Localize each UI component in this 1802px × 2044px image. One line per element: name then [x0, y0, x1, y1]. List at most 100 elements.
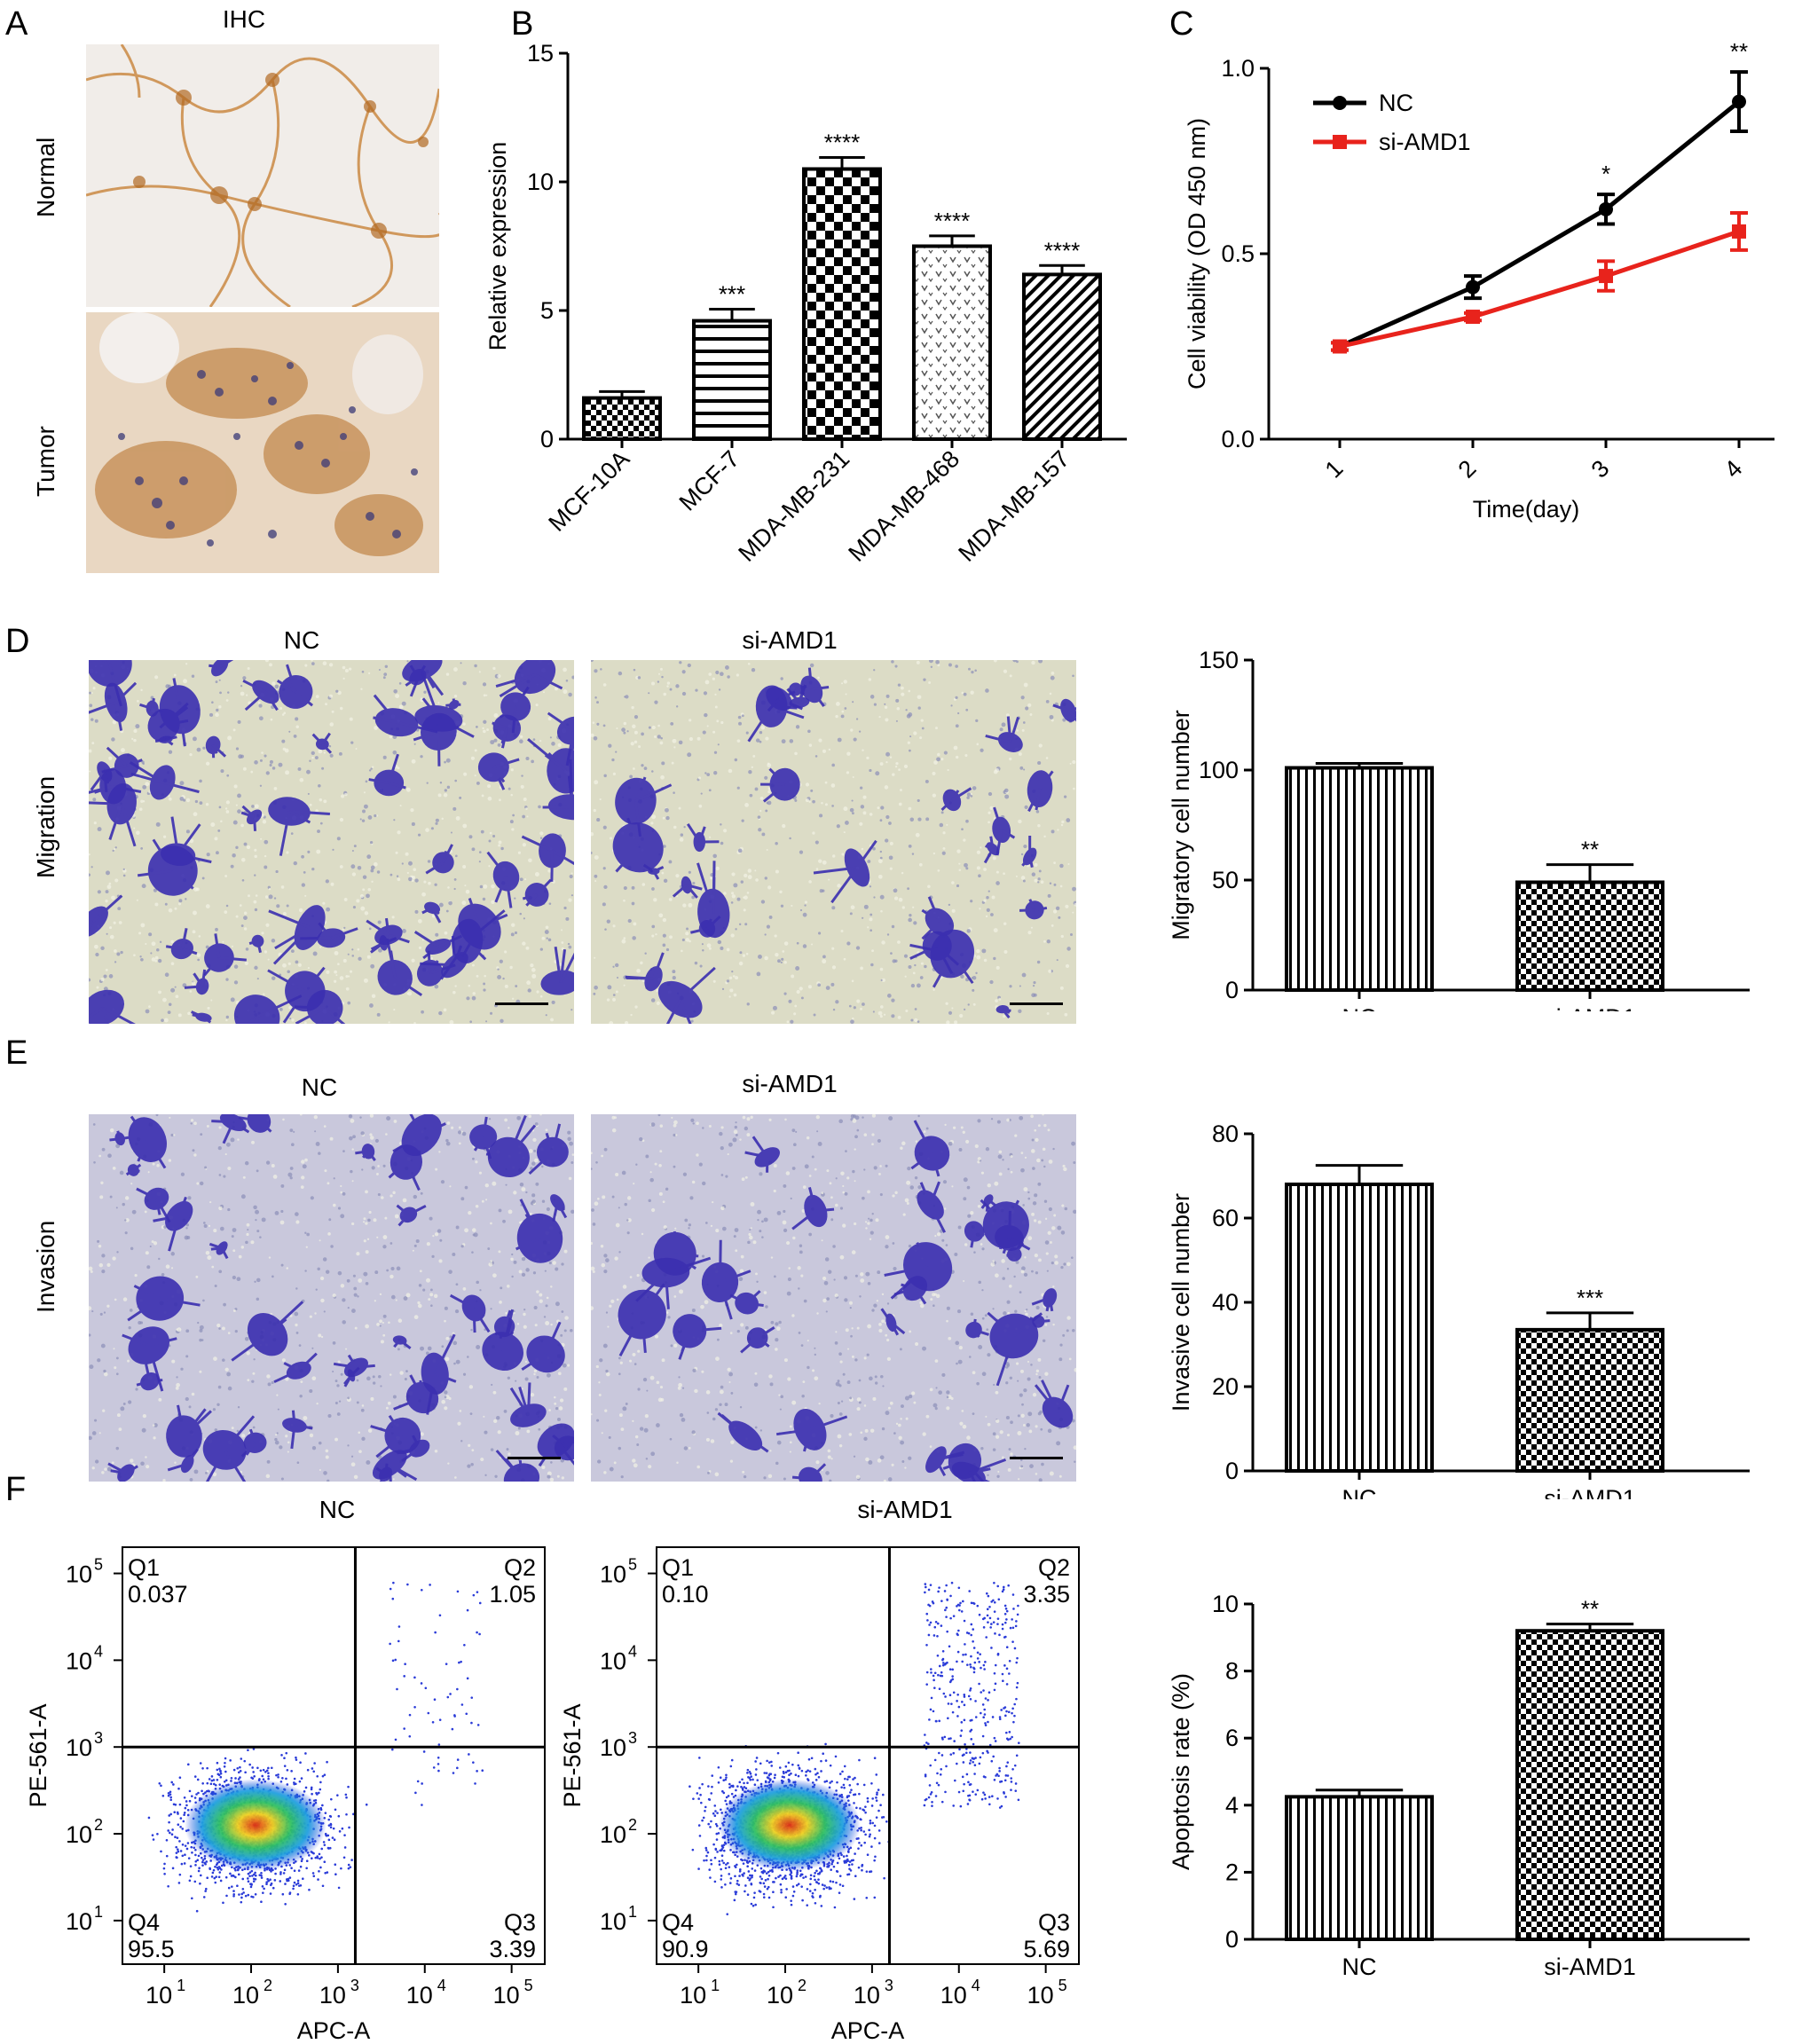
speckle	[458, 1126, 461, 1129]
cell-process	[634, 783, 673, 803]
speckle	[995, 881, 1000, 885]
speckle	[993, 928, 998, 933]
cell-process	[422, 945, 439, 960]
speckle	[446, 1121, 451, 1125]
speckle	[291, 1018, 295, 1022]
cell-process	[551, 849, 574, 866]
speckle	[567, 1364, 571, 1367]
speckle	[621, 727, 626, 732]
speckle	[513, 1311, 515, 1315]
data-point	[1732, 94, 1746, 109]
speckle	[885, 718, 889, 722]
speckle	[319, 1239, 321, 1242]
speckle	[985, 1147, 990, 1152]
speckle	[426, 1278, 431, 1283]
speckle	[1027, 1360, 1030, 1363]
speckle	[195, 1275, 199, 1278]
speckle	[866, 1353, 870, 1356]
speckle	[834, 1340, 838, 1345]
speckle	[265, 923, 270, 927]
speckle	[612, 994, 616, 996]
speckle	[983, 958, 988, 963]
speckle	[560, 1333, 563, 1337]
speckle	[850, 1114, 855, 1119]
speckle	[116, 1413, 121, 1418]
speckle	[255, 1209, 260, 1215]
speckle	[741, 819, 744, 822]
cell-process	[253, 816, 257, 831]
speckle	[835, 1381, 840, 1387]
speckle	[1020, 1167, 1025, 1173]
speckle	[673, 791, 675, 794]
speckle	[389, 1373, 392, 1376]
cell-process	[388, 1415, 405, 1437]
speckle	[966, 1185, 971, 1190]
speckle	[831, 965, 837, 970]
speckle	[764, 877, 767, 880]
event-dot	[261, 1774, 264, 1778]
speckle	[675, 684, 680, 688]
speckle	[822, 959, 827, 964]
speckle	[900, 1146, 903, 1150]
speckle	[825, 986, 830, 990]
speckle	[447, 1462, 450, 1465]
event-dot	[216, 1761, 219, 1765]
speckle	[591, 660, 594, 663]
speckle	[641, 764, 644, 767]
speckle	[665, 807, 669, 813]
speckle	[658, 1191, 663, 1196]
speckle	[738, 721, 742, 726]
speckle	[904, 975, 907, 978]
cell-process	[916, 1242, 929, 1268]
speckle	[380, 1385, 382, 1388]
speckle	[550, 1461, 553, 1464]
speckle	[494, 1474, 498, 1478]
speckle	[997, 1470, 1000, 1473]
speckle	[277, 1408, 279, 1411]
speckle	[319, 1276, 325, 1281]
event-dot	[172, 1803, 176, 1806]
speckle	[815, 1460, 820, 1465]
speckle	[376, 1236, 379, 1238]
cell-process	[382, 937, 397, 945]
speckle	[1029, 1464, 1034, 1469]
speckle	[673, 1133, 676, 1137]
speckle	[676, 1461, 679, 1465]
speckle	[205, 761, 210, 766]
speckle	[271, 1275, 274, 1278]
speckle	[662, 943, 666, 947]
event-dot	[261, 1885, 264, 1888]
speckle	[837, 1402, 840, 1405]
speckle	[333, 1203, 336, 1207]
speckle	[947, 1395, 952, 1400]
cell-process	[89, 785, 114, 794]
speckle	[405, 852, 409, 856]
speckle	[1018, 1009, 1022, 1013]
speckle	[309, 1315, 312, 1318]
speckle	[804, 900, 808, 904]
speckle	[781, 739, 786, 744]
speckle	[860, 1007, 862, 1010]
speckle	[362, 875, 367, 879]
cell-process	[168, 1215, 181, 1252]
speckle	[399, 1371, 404, 1375]
cell-body	[211, 660, 229, 677]
speckle	[1068, 1357, 1072, 1361]
speckle	[605, 1372, 610, 1377]
speckle	[604, 1409, 608, 1412]
speckle	[408, 877, 413, 882]
speckle	[665, 815, 670, 821]
speckle	[445, 1356, 450, 1362]
speckle	[683, 826, 686, 829]
speckle	[633, 1463, 638, 1468]
speckle	[943, 751, 948, 755]
speckle	[224, 1153, 227, 1156]
event-dot	[334, 1873, 337, 1875]
speckle	[592, 1222, 596, 1226]
speckle	[632, 936, 636, 940]
speckle	[889, 756, 893, 759]
speckle	[1037, 877, 1041, 881]
speckle	[206, 853, 210, 857]
cell-process	[350, 1366, 360, 1377]
speckle	[411, 958, 415, 963]
